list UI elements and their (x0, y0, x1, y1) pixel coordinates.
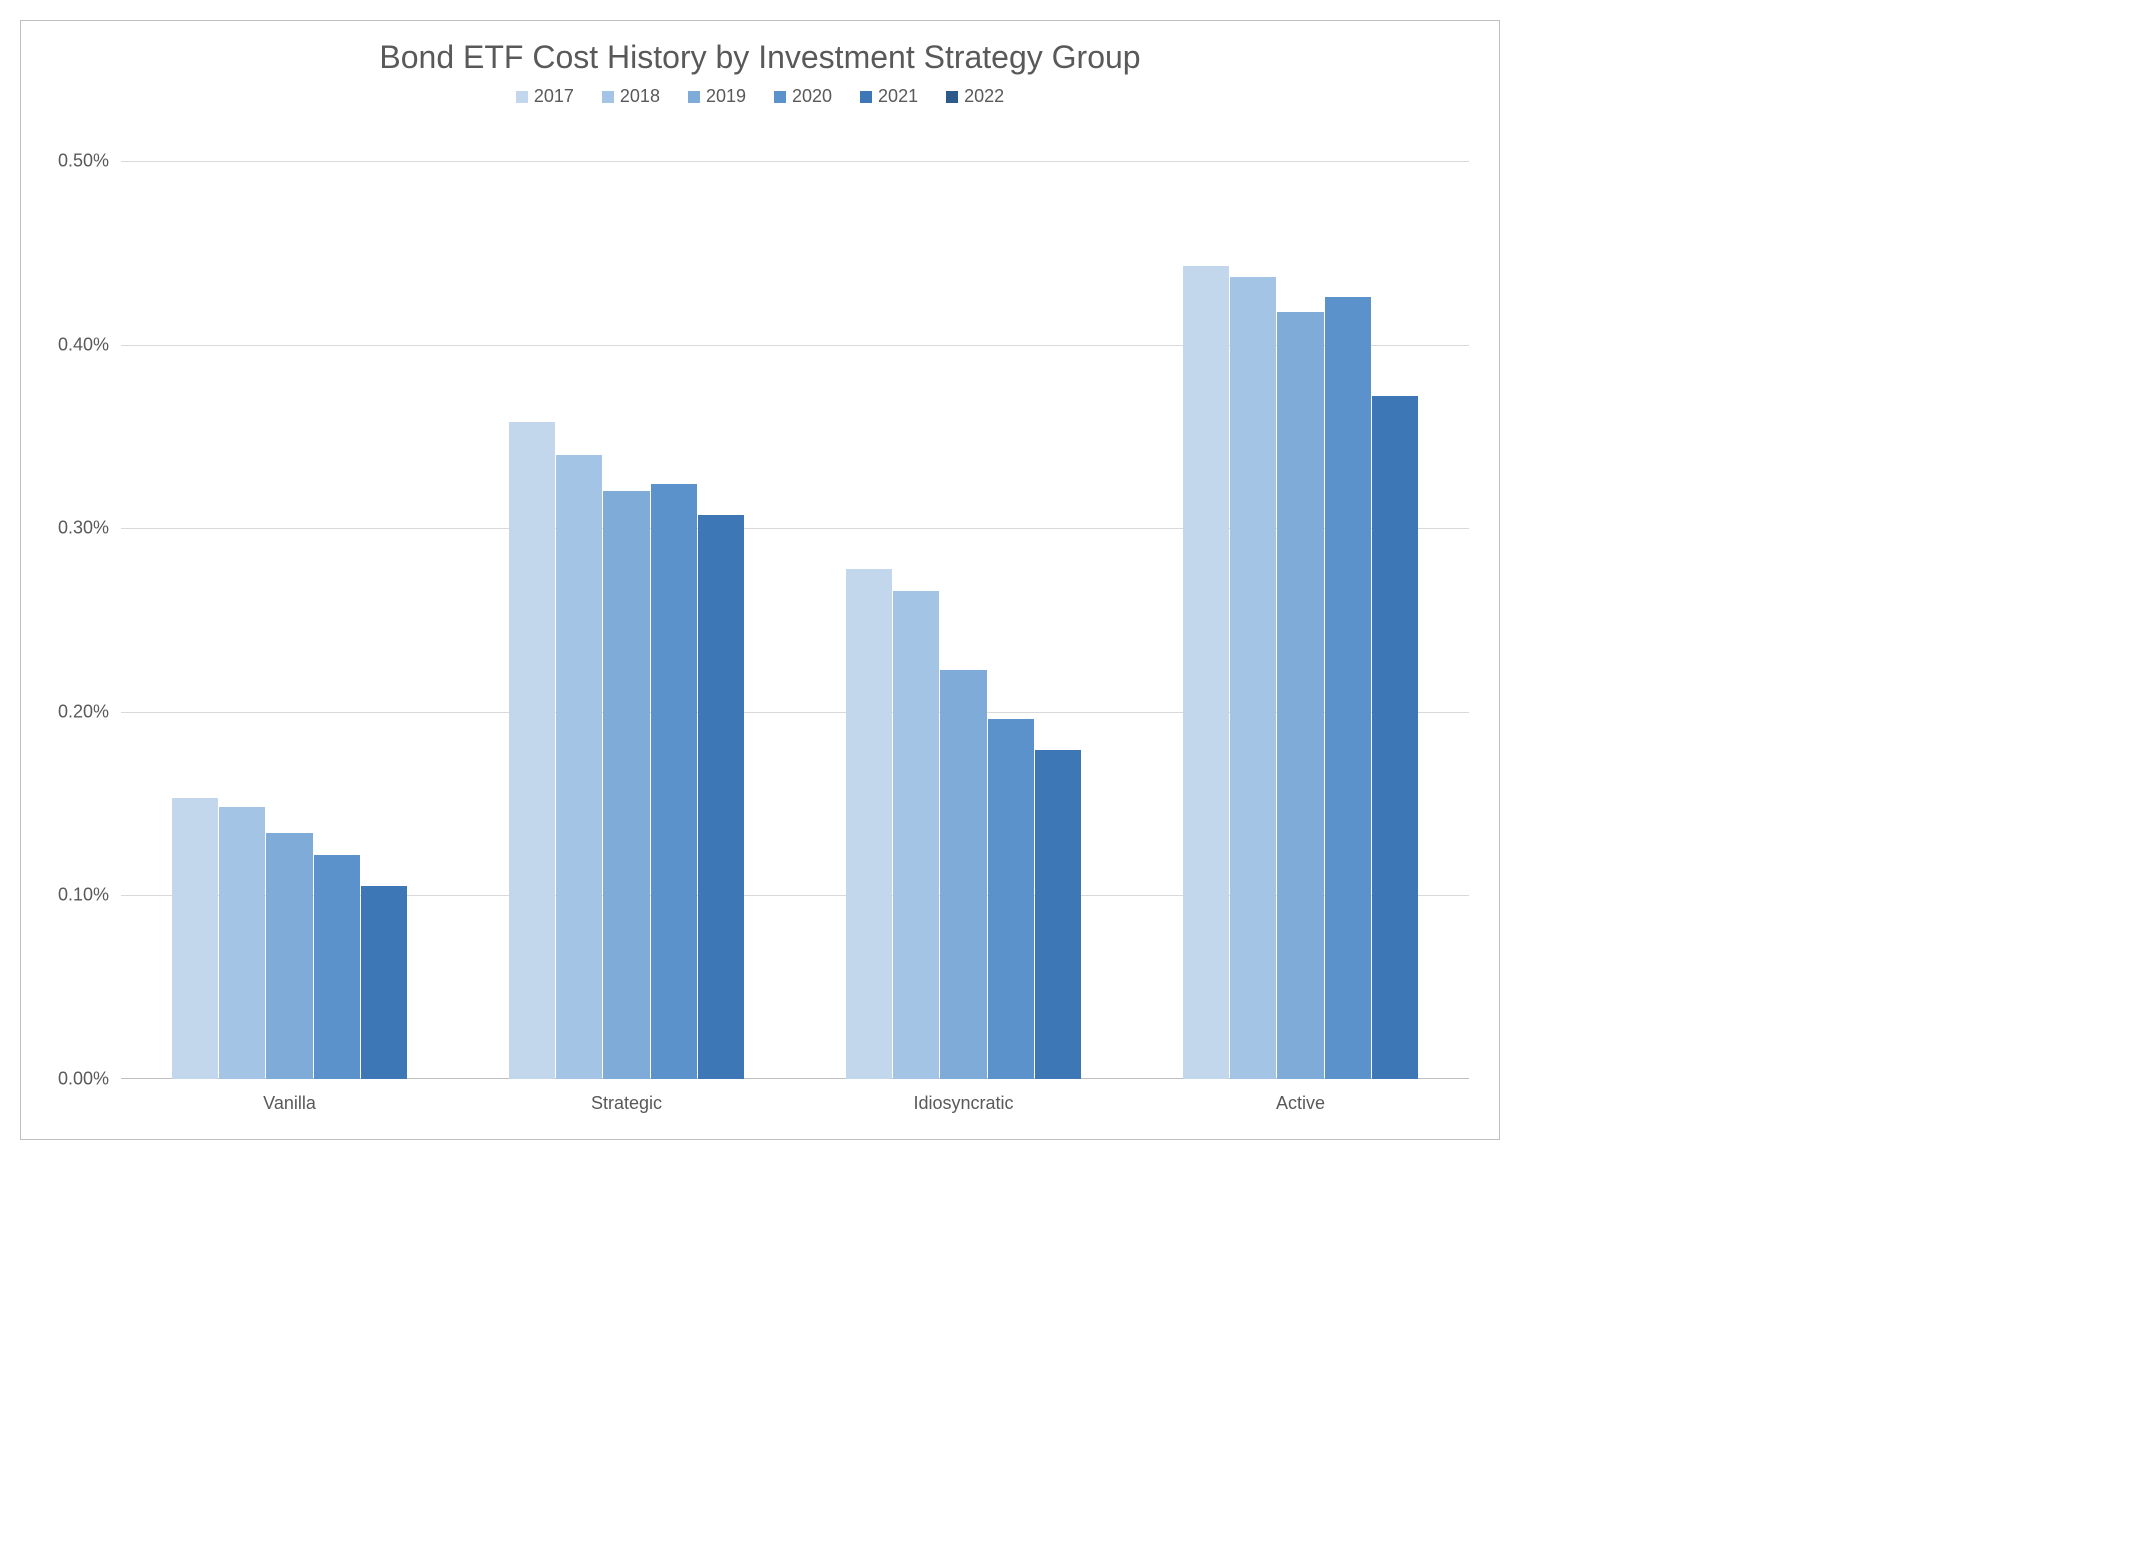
bar (266, 833, 312, 1079)
bar (651, 484, 697, 1079)
bar (509, 422, 555, 1079)
legend-swatch (774, 91, 786, 103)
plot-area: 0.00%0.10%0.20%0.30%0.40%0.50%VanillaStr… (121, 161, 1469, 1079)
legend-label: 2021 (878, 86, 918, 107)
legend-label: 2020 (792, 86, 832, 107)
grid-line (121, 161, 1469, 162)
y-tick-label: 0.00% (58, 1069, 121, 1090)
y-tick-label: 0.20% (58, 701, 121, 722)
legend-item-2022[interactable]: 2022 (946, 86, 1004, 107)
legend-swatch (688, 91, 700, 103)
bar (361, 886, 407, 1079)
legend: 2017 2018 2019 2020 2021 2022 (21, 86, 1499, 125)
legend-item-2017[interactable]: 2017 (516, 86, 574, 107)
legend-label: 2019 (706, 86, 746, 107)
bar (1277, 312, 1323, 1079)
x-tick-label: Active (1276, 1079, 1325, 1114)
chart-title: Bond ETF Cost History by Investment Stra… (21, 21, 1499, 86)
legend-swatch (516, 91, 528, 103)
legend-item-2021[interactable]: 2021 (860, 86, 918, 107)
bar (846, 569, 892, 1079)
x-tick-label: Vanilla (263, 1079, 316, 1114)
bar (603, 491, 649, 1079)
chart-container: Bond ETF Cost History by Investment Stra… (20, 20, 1500, 1140)
bar (1372, 396, 1418, 1079)
bar (1230, 277, 1276, 1079)
bar (988, 719, 1034, 1079)
legend-label: 2022 (964, 86, 1004, 107)
legend-label: 2018 (620, 86, 660, 107)
bar (219, 807, 265, 1079)
bar (556, 455, 602, 1079)
legend-item-2020[interactable]: 2020 (774, 86, 832, 107)
legend-item-2019[interactable]: 2019 (688, 86, 746, 107)
bar (1035, 750, 1081, 1079)
bar (172, 798, 218, 1079)
bar (1183, 266, 1229, 1079)
legend-item-2018[interactable]: 2018 (602, 86, 660, 107)
y-tick-label: 0.10% (58, 885, 121, 906)
bar (698, 515, 744, 1079)
x-tick-label: Idiosyncratic (913, 1079, 1013, 1114)
y-tick-label: 0.40% (58, 334, 121, 355)
y-tick-label: 0.30% (58, 518, 121, 539)
legend-label: 2017 (534, 86, 574, 107)
bar (940, 670, 986, 1079)
bar (314, 855, 360, 1079)
legend-swatch (602, 91, 614, 103)
bar (893, 591, 939, 1079)
x-tick-label: Strategic (591, 1079, 662, 1114)
legend-swatch (946, 91, 958, 103)
bar (1325, 297, 1371, 1079)
legend-swatch (860, 91, 872, 103)
y-tick-label: 0.50% (58, 151, 121, 172)
